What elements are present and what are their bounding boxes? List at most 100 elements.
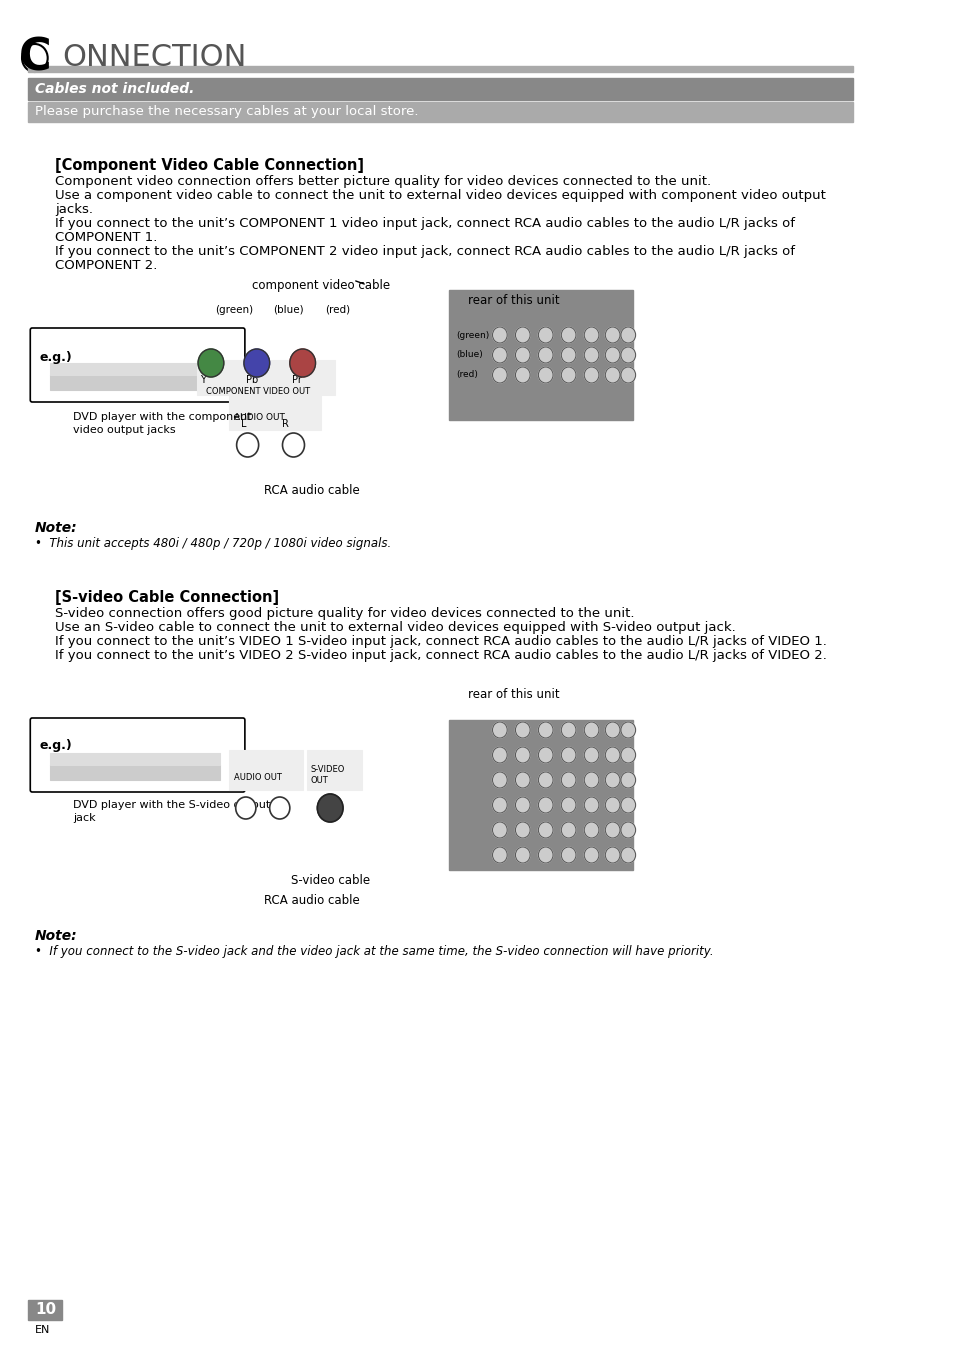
- Text: component video cable: component video cable: [252, 279, 390, 291]
- Circle shape: [620, 328, 635, 342]
- Text: R: R: [282, 419, 289, 429]
- Text: rear of this unit: rear of this unit: [467, 689, 558, 701]
- Circle shape: [605, 723, 619, 737]
- Circle shape: [515, 847, 530, 863]
- Circle shape: [583, 328, 598, 342]
- Text: S-video cable: S-video cable: [291, 874, 370, 887]
- Circle shape: [560, 847, 576, 863]
- Circle shape: [282, 433, 304, 457]
- Text: COMPONENT 2.: COMPONENT 2.: [55, 259, 157, 272]
- Circle shape: [537, 822, 553, 838]
- Circle shape: [537, 772, 553, 789]
- Circle shape: [515, 747, 530, 763]
- Circle shape: [515, 772, 530, 789]
- Circle shape: [537, 847, 553, 863]
- Bar: [449, 290, 632, 421]
- Circle shape: [270, 797, 290, 820]
- Circle shape: [492, 822, 507, 838]
- Text: S-VIDEO
OUT: S-VIDEO OUT: [310, 766, 344, 785]
- Text: (red): (red): [325, 305, 350, 315]
- Text: AUDIO OUT: AUDIO OUT: [233, 774, 281, 782]
- Circle shape: [605, 847, 619, 863]
- Circle shape: [560, 346, 576, 363]
- Text: ONNECTION: ONNECTION: [62, 43, 247, 73]
- Text: RCA audio cable: RCA audio cable: [264, 484, 359, 496]
- Circle shape: [583, 723, 598, 737]
- Circle shape: [560, 367, 576, 383]
- Circle shape: [515, 328, 530, 342]
- Text: Y: Y: [200, 375, 206, 386]
- Text: If you connect to the unit’s COMPONENT 1 video input jack, connect RCA audio cab: If you connect to the unit’s COMPONENT 1…: [55, 217, 794, 231]
- Circle shape: [605, 772, 619, 789]
- Text: [Component Video Cable Connection]: [Component Video Cable Connection]: [55, 158, 364, 173]
- Text: EN: EN: [35, 1325, 51, 1335]
- Circle shape: [620, 346, 635, 363]
- Circle shape: [198, 349, 224, 377]
- Text: Use a component video cable to connect the unit to external video devices equipp: Use a component video cable to connect t…: [55, 189, 825, 202]
- Circle shape: [290, 349, 315, 377]
- Circle shape: [620, 367, 635, 383]
- Bar: [51, 766, 220, 780]
- Text: Please purchase the necessary cables at your local store.: Please purchase the necessary cables at …: [35, 105, 418, 119]
- Circle shape: [560, 822, 576, 838]
- Bar: [28, 518, 852, 559]
- Circle shape: [236, 433, 258, 457]
- Circle shape: [515, 797, 530, 813]
- Text: (green): (green): [456, 330, 489, 340]
- Circle shape: [515, 346, 530, 363]
- FancyBboxPatch shape: [30, 718, 245, 793]
- Circle shape: [605, 367, 619, 383]
- Circle shape: [537, 328, 553, 342]
- Circle shape: [583, 822, 598, 838]
- Circle shape: [620, 747, 635, 763]
- Text: COMPONENT VIDEO OUT: COMPONENT VIDEO OUT: [206, 387, 310, 396]
- Text: S-video connection offers good picture quality for video devices connected to th: S-video connection offers good picture q…: [55, 607, 634, 620]
- Circle shape: [583, 367, 598, 383]
- Text: DVD player with the S-video output: DVD player with the S-video output: [73, 799, 271, 810]
- Bar: [51, 375, 220, 390]
- Text: •  If you connect to the S-video jack and the video jack at the same time, the S: • If you connect to the S-video jack and…: [35, 945, 713, 958]
- Bar: [28, 927, 852, 968]
- Circle shape: [317, 794, 343, 822]
- Text: Pb: Pb: [246, 375, 257, 386]
- Text: Note:: Note:: [35, 520, 77, 535]
- Circle shape: [583, 797, 598, 813]
- Text: jack: jack: [73, 813, 96, 824]
- Text: •  This unit accepts 480i / 480p / 720p / 1080i video signals.: • This unit accepts 480i / 480p / 720p /…: [35, 538, 391, 550]
- Text: Cables not included.: Cables not included.: [35, 82, 194, 96]
- Circle shape: [235, 797, 255, 820]
- Text: C: C: [18, 36, 51, 80]
- Circle shape: [537, 797, 553, 813]
- Circle shape: [560, 747, 576, 763]
- Bar: [51, 754, 220, 766]
- Circle shape: [492, 346, 507, 363]
- Circle shape: [515, 822, 530, 838]
- Circle shape: [537, 723, 553, 737]
- Text: Component video connection offers better picture quality for video devices conne: Component video connection offers better…: [55, 175, 710, 187]
- Text: (red): (red): [456, 371, 477, 380]
- Text: video output jacks: video output jacks: [73, 425, 175, 435]
- Text: e.g.): e.g.): [39, 352, 72, 364]
- Circle shape: [537, 346, 553, 363]
- Circle shape: [492, 847, 507, 863]
- Text: Pr: Pr: [292, 375, 301, 386]
- Bar: [51, 363, 220, 375]
- Bar: [197, 360, 335, 395]
- Circle shape: [515, 723, 530, 737]
- Circle shape: [583, 346, 598, 363]
- Bar: [449, 720, 632, 869]
- Bar: [28, 78, 852, 100]
- Text: (blue): (blue): [456, 350, 482, 360]
- Circle shape: [537, 747, 553, 763]
- Text: [S-video Cable Connection]: [S-video Cable Connection]: [55, 590, 279, 605]
- Circle shape: [492, 797, 507, 813]
- Text: rear of this unit: rear of this unit: [467, 294, 558, 306]
- Text: COMPONENT 1.: COMPONENT 1.: [55, 231, 157, 244]
- FancyBboxPatch shape: [30, 328, 245, 402]
- Text: 10: 10: [35, 1302, 56, 1317]
- Text: jacks.: jacks.: [55, 204, 93, 216]
- Bar: [28, 1299, 62, 1320]
- Circle shape: [537, 367, 553, 383]
- Circle shape: [492, 328, 507, 342]
- Text: If you connect to the unit’s VIDEO 1 S-video input jack, connect RCA audio cable: If you connect to the unit’s VIDEO 1 S-v…: [55, 635, 826, 648]
